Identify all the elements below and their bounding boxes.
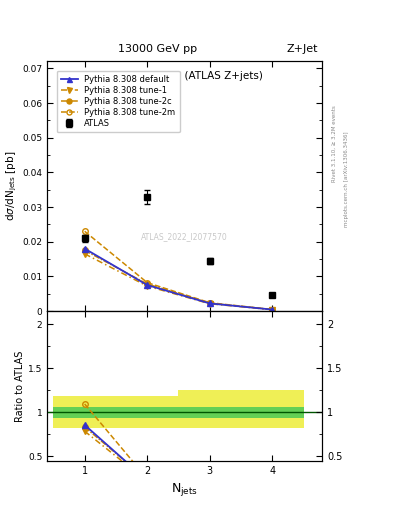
Pythia 8.308 tune-1 (82, 251, 87, 257)
Line: Pythia 8.308 default: Pythia 8.308 default (82, 246, 275, 312)
Pythia 8.308 tune-2m (145, 280, 150, 286)
X-axis label: N$_{\mathrm{jets}}$: N$_{\mathrm{jets}}$ (171, 481, 198, 498)
Pythia 8.308 tune-2c (208, 300, 212, 306)
Pythia 8.308 tune-1 (208, 301, 212, 307)
Text: Z+Jet: Z+Jet (287, 44, 318, 54)
Pythia 8.308 tune-2c (270, 307, 275, 313)
Pythia 8.308 tune-1 (145, 283, 150, 289)
Legend: Pythia 8.308 default, Pythia 8.308 tune-1, Pythia 8.308 tune-2c, Pythia 8.308 tu: Pythia 8.308 default, Pythia 8.308 tune-… (57, 71, 180, 132)
Text: Jet multiplicity (ATLAS Z+jets): Jet multiplicity (ATLAS Z+jets) (106, 71, 263, 81)
Y-axis label: d$\sigma$/dN$_{\mathrm{jets}}$ [pb]: d$\sigma$/dN$_{\mathrm{jets}}$ [pb] (5, 151, 19, 221)
Text: mcplots.cern.ch [arXiv:1306.3436]: mcplots.cern.ch [arXiv:1306.3436] (344, 132, 349, 227)
Text: Rivet 3.1.10, ≥ 3.2M events: Rivet 3.1.10, ≥ 3.2M events (332, 105, 337, 182)
Pythia 8.308 default (145, 282, 150, 288)
Pythia 8.308 tune-2m (270, 307, 275, 313)
Pythia 8.308 default (270, 307, 275, 313)
Pythia 8.308 default (82, 246, 87, 252)
Line: Pythia 8.308 tune-2c: Pythia 8.308 tune-2c (82, 248, 275, 312)
Pythia 8.308 tune-2c (82, 247, 87, 253)
Pythia 8.308 tune-2c (145, 281, 150, 287)
Line: Pythia 8.308 tune-2m: Pythia 8.308 tune-2m (82, 228, 275, 312)
Pythia 8.308 tune-2m (82, 228, 87, 234)
Line: Pythia 8.308 tune-1: Pythia 8.308 tune-1 (82, 251, 275, 312)
Text: ATLAS_2022_I2077570: ATLAS_2022_I2077570 (141, 231, 228, 241)
Text: 13000 GeV pp: 13000 GeV pp (118, 44, 197, 54)
Y-axis label: Ratio to ATLAS: Ratio to ATLAS (15, 350, 25, 421)
Pythia 8.308 tune-1 (270, 307, 275, 313)
Pythia 8.308 tune-2m (208, 300, 212, 306)
Pythia 8.308 default (208, 301, 212, 307)
